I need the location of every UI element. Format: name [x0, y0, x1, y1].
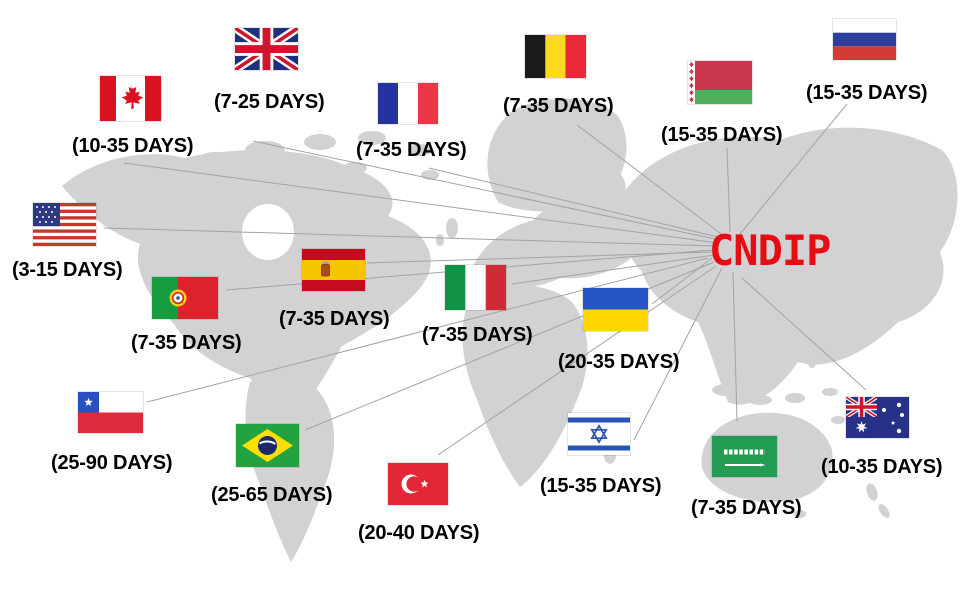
spain-flag-icon [301, 248, 366, 292]
belgium-shipping-days: (7-35 DAYS) [503, 95, 614, 117]
chile-flag-icon [77, 391, 144, 434]
usa-flag-icon [32, 202, 97, 247]
usa-shipping-days: (3-15 DAYS) [12, 259, 123, 281]
route-line-chile [146, 257, 709, 403]
south-america-landmass [245, 374, 335, 562]
turkey-flag-icon [387, 462, 449, 506]
uk-shipping-days: (7-25 DAYS) [214, 91, 325, 113]
belarus-shipping-days: (15-35 DAYS) [661, 124, 783, 146]
route-line-belarus [726, 147, 731, 233]
brand-title: CNDIP [709, 226, 831, 275]
spain-shipping-days: (7-35 DAYS) [279, 308, 390, 330]
route-line-canada [123, 162, 719, 244]
route-line-uk [252, 140, 721, 241]
route-line-ukraine [651, 257, 713, 305]
australia-flag-icon [845, 396, 910, 439]
route-line-france [428, 167, 723, 239]
belgium-flag-icon [524, 34, 587, 79]
italy-flag-icon [444, 264, 507, 311]
italy-shipping-days: (7-35 DAYS) [422, 324, 533, 346]
brazil-flag-icon [235, 423, 300, 468]
uk-flag-icon [234, 27, 299, 71]
portugal-shipping-days: (7-35 DAYS) [131, 332, 242, 354]
north-america-landmass [62, 150, 431, 433]
chile-shipping-days: (25-90 DAYS) [51, 452, 173, 474]
australia-shipping-days: (10-35 DAYS) [821, 456, 943, 478]
france-shipping-days: (7-35 DAYS) [356, 139, 467, 161]
turkey-shipping-days: (20-40 DAYS) [358, 522, 480, 544]
canada-flag-icon [99, 75, 162, 122]
saudi-arabia-shipping-days: (7-35 DAYS) [691, 497, 802, 519]
russia-shipping-days: (15-35 DAYS) [806, 82, 928, 104]
canada-shipping-days: (10-35 DAYS) [72, 135, 194, 157]
route-line-usa [103, 227, 715, 247]
route-line-spain [366, 251, 713, 264]
israel-shipping-days: (15-35 DAYS) [540, 475, 662, 497]
russia-flag-icon [832, 18, 897, 61]
france-flag-icon [377, 82, 439, 125]
route-line-russia [739, 103, 848, 235]
route-line-israel [633, 267, 723, 441]
saudi-arabia-flag-icon [711, 435, 778, 478]
ukraine-flag-icon [582, 287, 649, 332]
route-line-saudi [732, 271, 738, 422]
israel-flag-icon [567, 412, 631, 456]
route-line-turkey [437, 265, 717, 456]
belarus-flag-icon [687, 60, 753, 105]
brazil-shipping-days: (25-65 DAYS) [211, 484, 333, 506]
route-line-italy [511, 254, 715, 285]
route-line-belgium [576, 124, 725, 237]
africa-landmass [462, 285, 588, 487]
route-line-australia [741, 277, 867, 391]
ukraine-shipping-days: (20-35 DAYS) [558, 351, 680, 373]
asia-landmass [617, 127, 958, 405]
portugal-flag-icon [151, 276, 219, 320]
